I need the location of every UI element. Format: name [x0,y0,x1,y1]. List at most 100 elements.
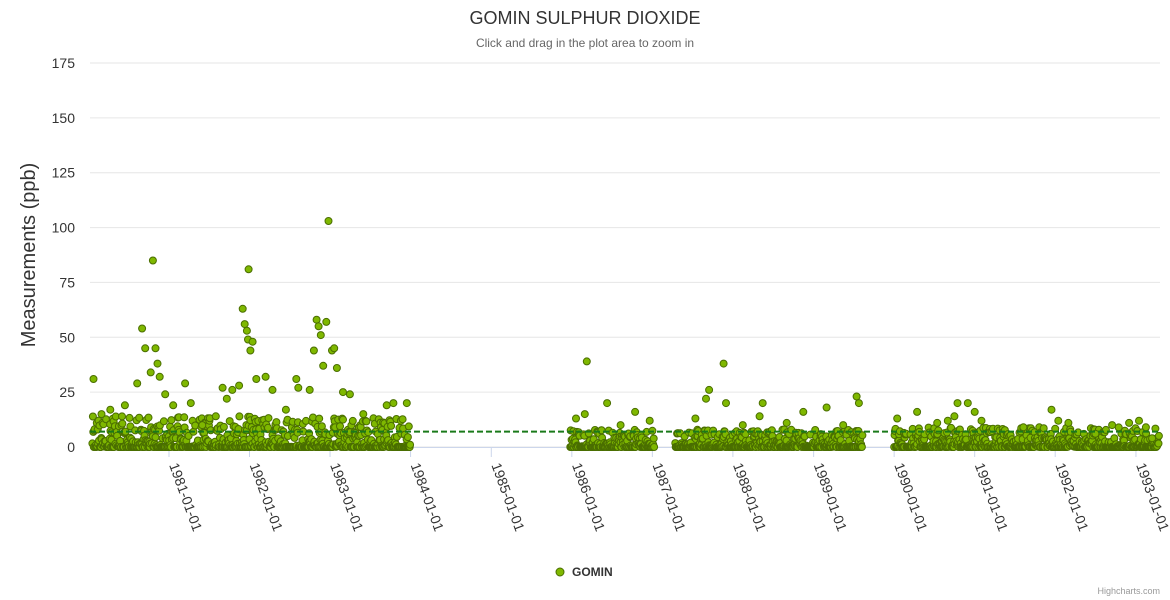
data-point-peak[interactable] [155,372,164,381]
data-point-peak[interactable] [705,385,714,394]
data-point-peak[interactable] [977,416,986,425]
data-point-peak[interactable] [89,375,98,383]
data-point-peak[interactable] [316,331,325,340]
data-point[interactable] [857,443,866,451]
data-point-peak[interactable] [913,407,922,416]
data-point-peak[interactable] [281,405,290,414]
data-point-peak[interactable] [319,361,328,370]
data-point-peak[interactable] [738,421,747,430]
data-point[interactable] [88,412,97,421]
credits-link[interactable]: Highcharts.com [1097,586,1160,596]
legend[interactable]: GOMIN [555,565,613,579]
data-point-peak[interactable] [582,357,591,366]
data-point[interactable] [1039,424,1048,433]
data-point-peak[interactable] [359,410,368,419]
data-point[interactable] [235,412,244,421]
data-point-peak[interactable] [645,416,654,425]
data-point-peak[interactable] [211,412,220,421]
data-point[interactable] [404,422,413,431]
data-point[interactable] [362,417,371,426]
data-point-peak[interactable] [186,399,195,408]
data-point-peak[interactable] [631,407,640,416]
data-point[interactable] [406,440,415,449]
data-point-peak[interactable] [148,256,157,265]
data-point-peak[interactable] [402,399,411,408]
data-point-peak[interactable] [141,344,150,353]
data-point-peak[interactable] [261,372,270,381]
data-point-peak[interactable] [240,320,249,329]
data-point-peak[interactable] [1054,416,1063,425]
data-point-peak[interactable] [758,399,767,408]
data-point-peak[interactable] [1047,405,1056,414]
data-point[interactable] [387,421,396,430]
data-point-peak[interactable] [294,383,303,392]
data-point-peak[interactable] [153,359,162,368]
data-point[interactable] [336,422,344,431]
data-point-peak[interactable] [953,399,962,408]
data-point-peak[interactable] [822,403,831,412]
data-point[interactable] [317,422,326,431]
data-point[interactable] [159,417,168,426]
data-point[interactable] [118,419,127,428]
data-point-peak[interactable] [1125,418,1134,427]
data-point-peak[interactable] [198,421,207,430]
data-points[interactable] [88,217,1163,451]
data-point-peak[interactable] [933,418,942,427]
data-point-peak[interactable] [218,383,227,392]
data-point[interactable] [264,423,272,432]
data-point[interactable] [597,426,606,435]
data-point-peak[interactable] [228,385,237,394]
data-point-peak[interactable] [691,414,700,423]
data-point[interactable] [219,422,228,431]
data-point-peak[interactable] [782,418,791,427]
data-point-peak[interactable] [97,410,106,419]
data-point-peak[interactable] [854,399,863,408]
data-point-peak[interactable] [970,407,979,416]
data-point-peak[interactable] [305,385,314,394]
data-point-peak[interactable] [120,401,129,410]
data-point-peak[interactable] [722,399,730,408]
data-point-peak[interactable] [1141,423,1150,432]
data-point-peak[interactable] [324,217,333,225]
data-point[interactable] [167,416,176,425]
data-point-peak[interactable] [309,346,318,355]
data-point[interactable] [403,433,412,442]
data-point[interactable] [225,417,234,426]
data-point[interactable] [144,413,153,422]
data-point-peak[interactable] [312,315,321,324]
data-point-peak[interactable] [248,337,257,346]
data-point-peak[interactable] [169,401,178,410]
data-point[interactable] [125,413,134,422]
data-point-peak[interactable] [292,375,301,383]
data-point[interactable] [180,413,189,422]
data-point-peak[interactable] [161,390,170,399]
data-point-peak[interactable] [151,344,160,353]
data-point-peak[interactable] [799,407,808,416]
data-point-peak[interactable] [330,344,339,353]
data-point-peak[interactable] [322,317,331,326]
data-point-peak[interactable] [755,412,764,421]
data-point[interactable] [1154,439,1163,448]
data-point-peak[interactable] [1135,416,1143,425]
data-point[interactable] [650,443,659,451]
data-point-peak[interactable] [616,421,625,430]
data-point[interactable] [398,415,407,424]
data-point-peak[interactable] [339,388,347,397]
data-point-peak[interactable] [242,326,251,335]
data-point[interactable] [858,431,867,440]
data-point-peak[interactable] [389,399,398,408]
data-point-peak[interactable] [345,390,354,399]
data-point-peak[interactable] [244,265,253,274]
data-point[interactable] [264,414,273,423]
legend-label[interactable]: GOMIN [572,565,613,579]
data-point-peak[interactable] [332,364,341,372]
data-point-peak[interactable] [943,416,952,425]
data-point-peak[interactable] [580,410,589,419]
data-point-peak[interactable] [893,414,902,423]
data-point-peak[interactable] [252,375,261,383]
data-point-peak[interactable] [719,359,728,368]
data-point-peak[interactable] [146,368,155,377]
data-point[interactable] [315,414,324,423]
data-point[interactable] [649,434,658,443]
